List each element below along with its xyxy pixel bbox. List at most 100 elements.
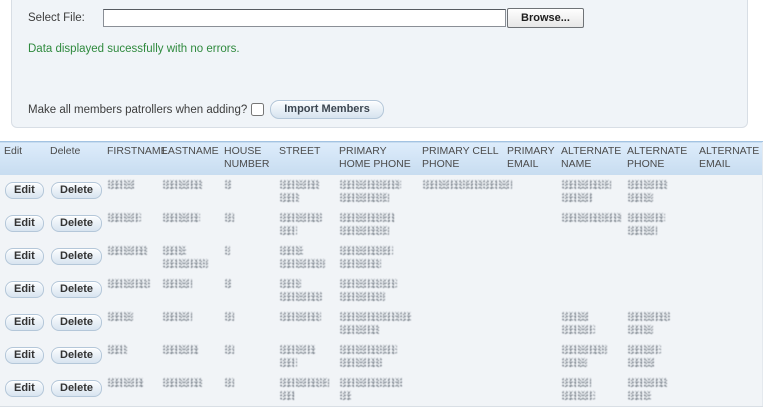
cell-firstname: [103, 241, 158, 274]
delete-button[interactable]: Delete: [51, 215, 103, 232]
header-primary-email: PRIMARY EMAIL: [507, 145, 555, 170]
redacted-text: [107, 378, 143, 387]
cell-firstname: [103, 340, 158, 373]
redacted-text: [224, 378, 234, 387]
redacted-text: [561, 213, 621, 222]
header-house-number: HOUSE NUMBER: [224, 145, 270, 170]
cell-house-number: [220, 208, 275, 241]
redacted-text: [107, 279, 151, 288]
redacted-text: [224, 213, 234, 222]
cell-street: [275, 274, 335, 307]
redacted-text: [339, 226, 389, 235]
edit-button-cell: Edit: [0, 241, 46, 274]
cell-firstname: [103, 307, 158, 340]
cell-house-number: [220, 241, 275, 274]
cell-primary-cell-phone: [418, 373, 503, 407]
edit-button[interactable]: Edit: [5, 347, 44, 364]
import-panel: Select File: Browse... Data displayed su…: [11, 0, 748, 128]
cell-alternate-name: [557, 274, 623, 307]
edit-button[interactable]: Edit: [5, 215, 44, 232]
redacted-text: [422, 180, 512, 189]
cell-primary-cell-phone: [418, 307, 503, 340]
redacted-text: [162, 180, 202, 189]
delete-button[interactable]: Delete: [51, 380, 103, 397]
edit-button-cell: Edit: [0, 373, 46, 407]
header-alternate-email: ALTERNATE EMAIL: [699, 145, 760, 170]
table-row: Edit Delete: [0, 340, 762, 373]
redacted-text: [279, 292, 323, 301]
cell-primary-email: [503, 208, 557, 241]
redacted-text: [107, 246, 147, 255]
delete-button[interactable]: Delete: [51, 347, 103, 364]
cell-alternate-email: [695, 307, 762, 340]
header-alternate-name: ALTERNATE NAME: [561, 145, 622, 170]
cell-lastname: [158, 274, 220, 307]
delete-button[interactable]: Delete: [51, 314, 103, 331]
cell-alternate-email: [695, 373, 762, 407]
cell-primary-cell-phone: [418, 340, 503, 373]
redacted-text: [561, 193, 593, 202]
redacted-text: [224, 312, 234, 321]
cell-firstname: [103, 175, 158, 208]
redacted-text: [224, 345, 234, 354]
cell-primary-email: [503, 274, 557, 307]
patroller-checkbox[interactable]: [251, 103, 265, 116]
delete-button[interactable]: Delete: [51, 248, 103, 265]
cell-alternate-phone: [623, 373, 695, 407]
redacted-text: [339, 312, 411, 321]
cell-primary-home-phone: [335, 340, 418, 373]
cell-primary-email: [503, 340, 557, 373]
redacted-text: [162, 345, 198, 354]
redacted-text: [627, 345, 661, 354]
edit-button[interactable]: Edit: [5, 248, 44, 265]
cell-lastname: [158, 373, 220, 407]
redacted-text: [627, 213, 665, 222]
redacted-text: [279, 358, 297, 367]
header-street: STREET: [279, 145, 321, 157]
redacted-text: [224, 246, 230, 255]
edit-button[interactable]: Edit: [5, 182, 44, 199]
cell-primary-email: [503, 307, 557, 340]
redacted-text: [339, 213, 395, 222]
table-row: Edit Delete: [0, 208, 762, 241]
edit-button[interactable]: Edit: [5, 380, 44, 397]
cell-alternate-name: [557, 373, 623, 407]
delete-button[interactable]: Delete: [51, 281, 103, 298]
cell-lastname: [158, 175, 220, 208]
select-file-label: Select File:: [28, 12, 85, 24]
redacted-text: [339, 259, 381, 268]
cell-house-number: [220, 175, 275, 208]
redacted-text: [339, 292, 385, 301]
redacted-text: [627, 325, 653, 334]
delete-button-cell: Delete: [46, 208, 103, 241]
header-primary-home-phone: PRIMARY HOME PHONE: [339, 145, 411, 170]
delete-button[interactable]: Delete: [51, 182, 103, 199]
browse-button[interactable]: Browse...: [507, 8, 584, 28]
cell-alternate-phone: [623, 175, 695, 208]
redacted-text: [561, 378, 591, 387]
file-row: Select File: Browse...: [28, 8, 584, 28]
cell-street: [275, 373, 335, 407]
redacted-text: [279, 345, 315, 354]
header-edit: Edit: [4, 145, 23, 157]
header-alternate-phone: ALTERNATE PHONE: [627, 145, 688, 170]
redacted-text: [561, 391, 595, 400]
cell-firstname: [103, 274, 158, 307]
redacted-text: [279, 246, 303, 255]
table-row: Edit Delete: [0, 307, 762, 340]
import-members-button[interactable]: Import Members: [270, 100, 384, 119]
patroller-question-label: Make all members patrollers when adding?: [28, 103, 248, 116]
cell-primary-home-phone: [335, 241, 418, 274]
members-table-body: Edit Delete Edit Delete Edit Delete Edit Delete…: [0, 175, 762, 407]
redacted-text: [339, 325, 379, 334]
redacted-text: [279, 391, 295, 400]
redacted-text: [279, 312, 321, 321]
edit-button[interactable]: Edit: [5, 281, 44, 298]
header-firstname: FIRSTNAME: [107, 145, 168, 157]
cell-alternate-phone: [623, 241, 695, 274]
cell-primary-home-phone: [335, 208, 418, 241]
edit-button[interactable]: Edit: [5, 314, 44, 331]
redacted-text: [561, 358, 587, 367]
file-path-input[interactable]: [103, 9, 506, 27]
cell-primary-email: [503, 373, 557, 407]
